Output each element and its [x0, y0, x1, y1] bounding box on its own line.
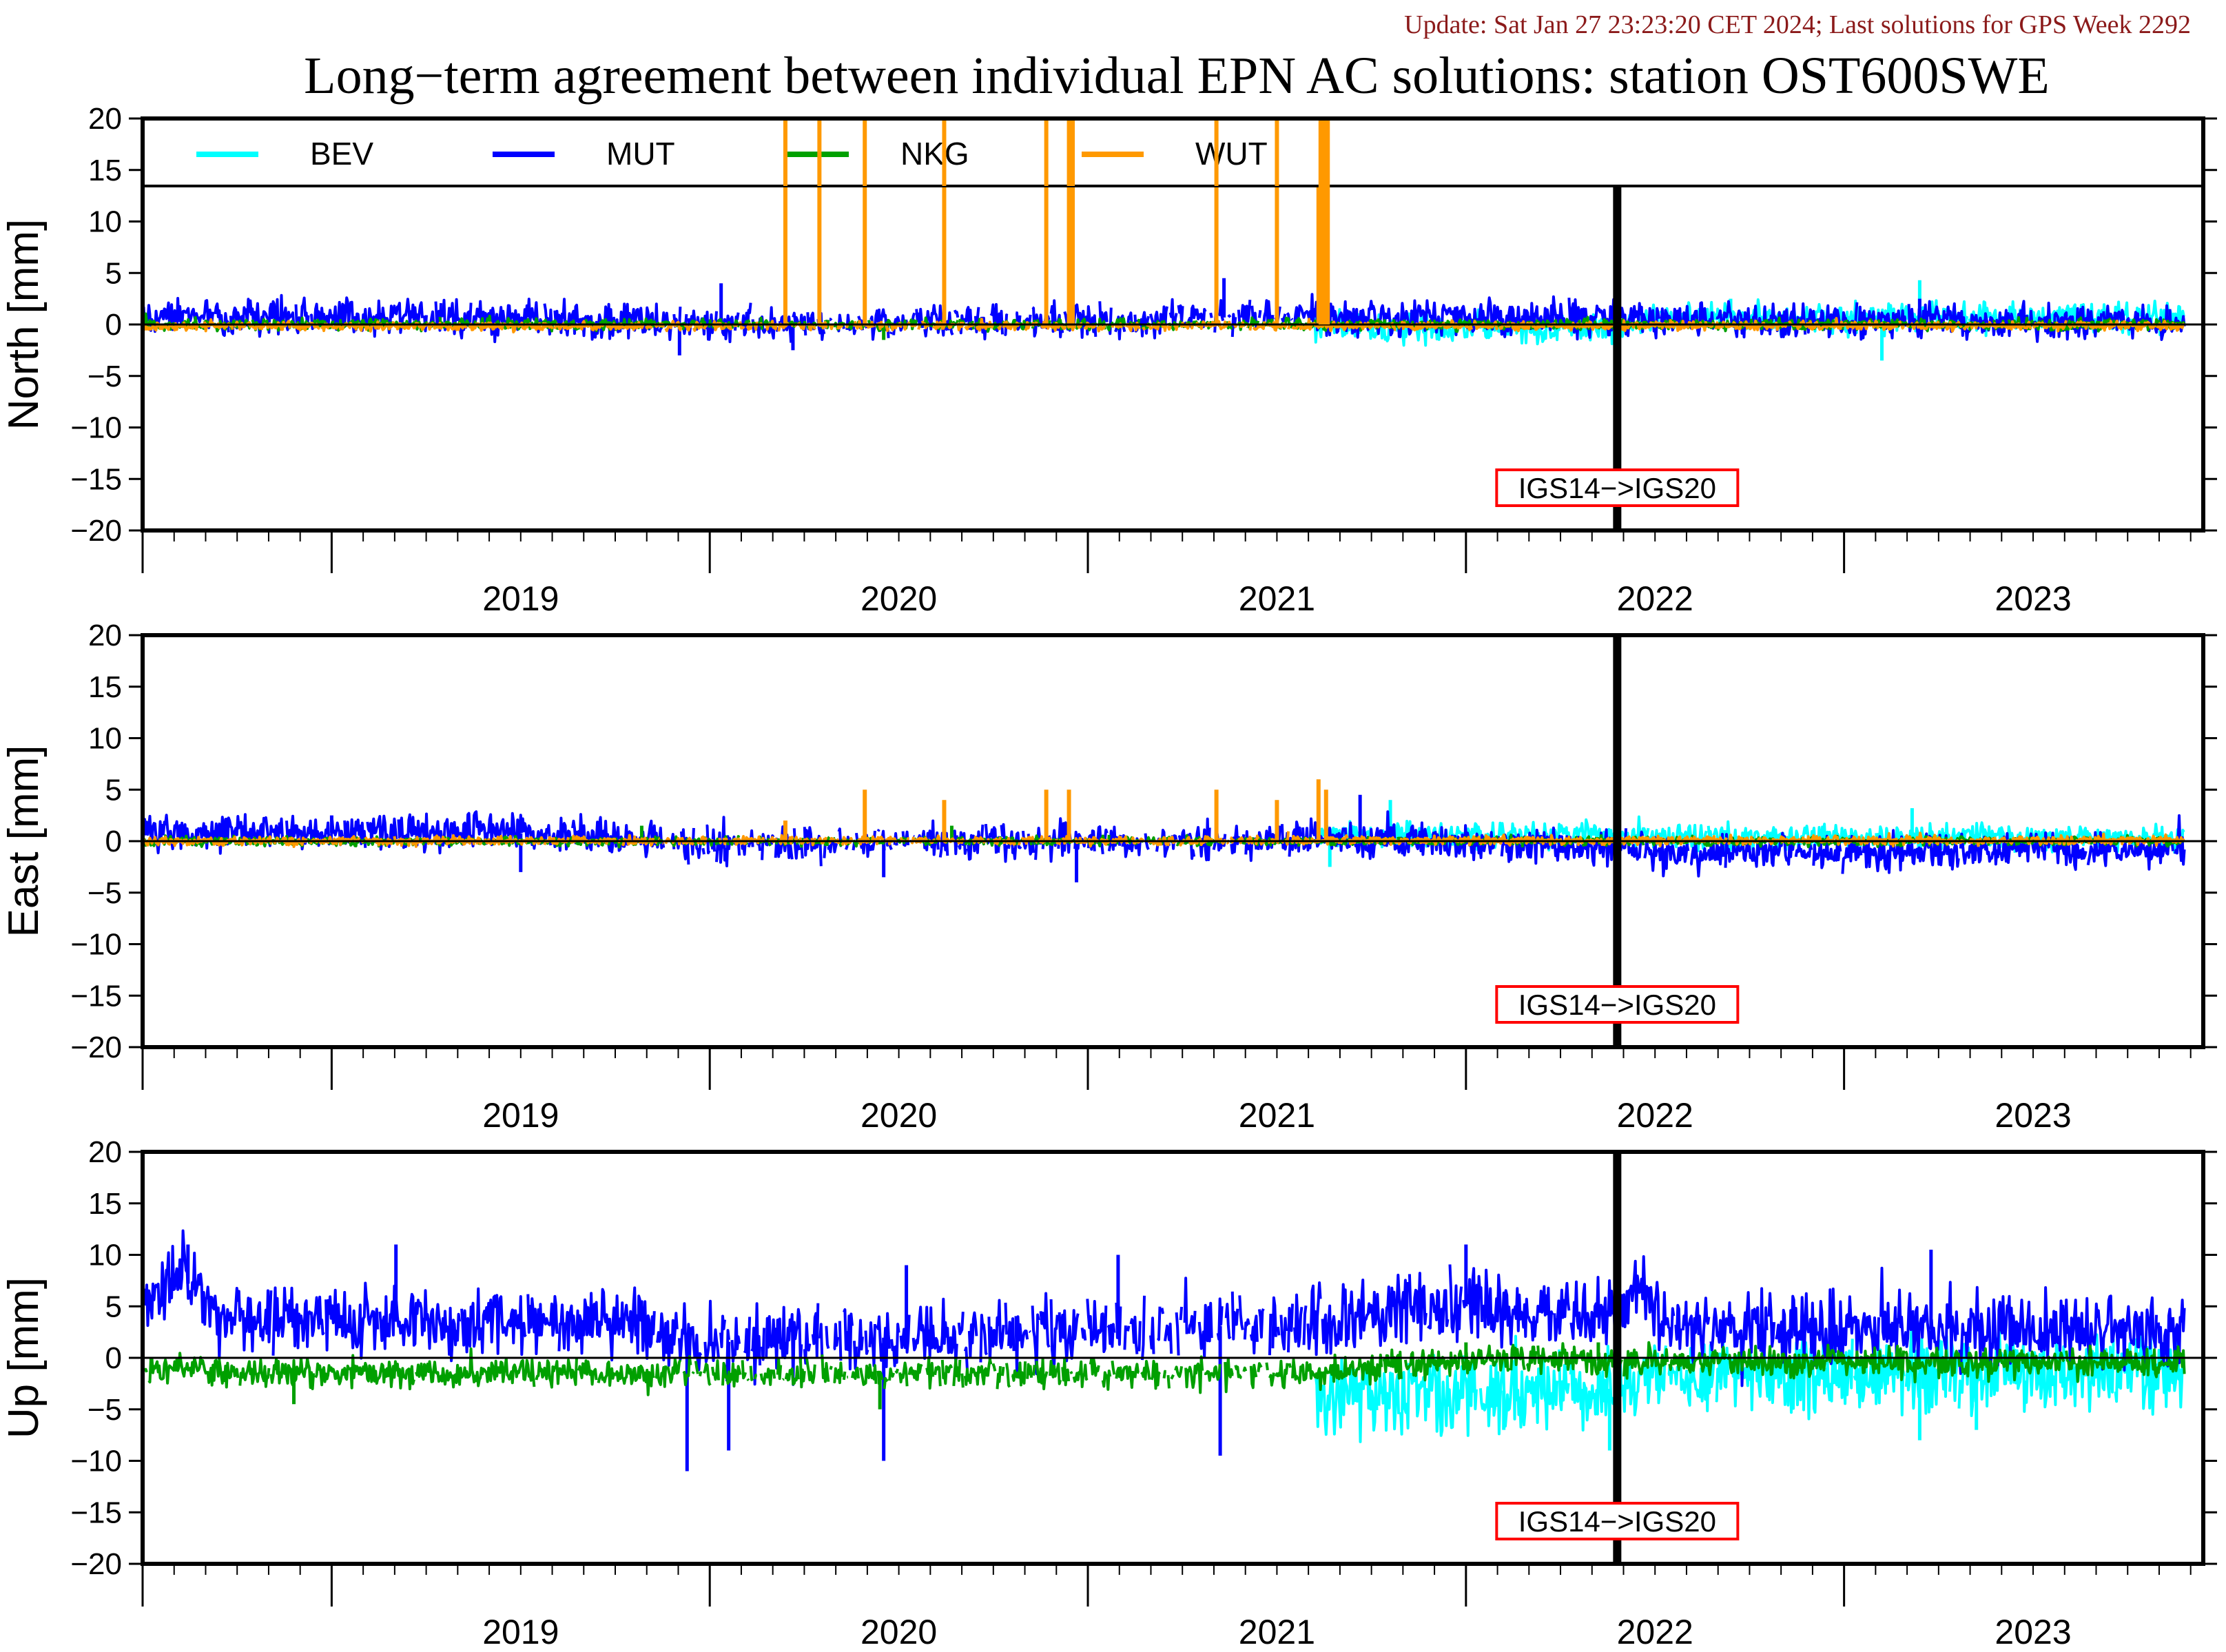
x-tick-label: 2021: [1239, 1096, 1315, 1135]
x-tick-label: 2022: [1617, 1096, 1693, 1135]
y-tick-label: −20: [70, 1031, 122, 1064]
y-tick-label: −5: [87, 360, 122, 393]
x-tick-label: 2020: [860, 579, 937, 618]
x-tick-label: 2019: [482, 1096, 559, 1135]
plot-frame: [141, 1150, 2205, 1566]
x-tick-label: 2021: [1239, 1613, 1315, 1651]
panel-1: East [mm] 20 15 10 5 0 −5 −10 −15 −20 2019 2020 2021…: [0, 619, 2217, 1135]
y-tick-label: 0: [105, 1341, 122, 1375]
y-axis-label: East [mm]: [0, 745, 48, 937]
y-tick-label: −20: [70, 514, 122, 548]
y-tick-label: 10: [88, 1239, 122, 1272]
annotation-label: IGS14−>IGS20: [1518, 1505, 1716, 1538]
frame-change-annotation: IGS14−>IGS20: [1495, 985, 1740, 1024]
panel-0: North [mm] 20 15 10 5 0 −5 −10 −15 −20 2019 2020 202…: [0, 102, 2217, 618]
series-mut: [143, 1229, 2186, 1387]
annotation-label: IGS14−>IGS20: [1518, 472, 1716, 504]
legend-label-bev: BEV: [310, 136, 373, 172]
series-mut: [143, 293, 2186, 344]
legend-label-wut: WUT: [1195, 136, 1268, 172]
x-tick-label: 2021: [1239, 579, 1315, 618]
y-tick-label: 10: [88, 722, 122, 756]
y-axis-label: North [mm]: [0, 219, 48, 431]
x-tick-label: 2023: [1995, 1096, 2071, 1135]
y-tick-label: −10: [70, 1445, 122, 1478]
y-tick-label: 20: [88, 102, 122, 136]
annotation-label: IGS14−>IGS20: [1518, 989, 1716, 1021]
x-tick-label: 2023: [1995, 579, 2071, 618]
y-tick-label: 5: [105, 1290, 122, 1323]
series-layer: [143, 1229, 2186, 1472]
series-layer: [143, 779, 2186, 882]
x-tick-label: 2022: [1617, 579, 1693, 618]
x-tick-label: 2019: [482, 579, 559, 618]
y-tick-label: −5: [87, 1393, 122, 1427]
y-tick-label: 5: [105, 256, 122, 290]
y-tick-label: 10: [88, 205, 122, 239]
y-tick-label: −5: [87, 876, 122, 910]
y-tick-label: −10: [70, 411, 122, 445]
plot-frame: [141, 633, 2205, 1049]
spike-wut: [1318, 118, 1330, 324]
legend-label-nkg: NKG: [900, 136, 969, 172]
x-tick-label: 2022: [1617, 1613, 1693, 1651]
x-tick-label: 2020: [860, 1096, 937, 1135]
x-tick-label: 2020: [860, 1613, 937, 1651]
y-tick-label: 0: [105, 308, 122, 342]
x-tick-label: 2019: [482, 1613, 559, 1651]
plot-frame: [141, 116, 2205, 533]
panel-2: Up [mm] 20 15 10 5 0 −5 −10 −15 −20 2019 2020 2021 20…: [0, 1135, 2217, 1651]
x-tick-label: 2023: [1995, 1613, 2071, 1651]
y-tick-label: 5: [105, 773, 122, 807]
legend-box: [141, 117, 2205, 187]
chart-title: Long−term agreement between individual E…: [304, 47, 2050, 105]
y-tick-label: 15: [88, 670, 122, 704]
y-tick-label: 15: [88, 154, 122, 187]
series-layer: [143, 118, 2186, 361]
y-tick-label: −15: [70, 1496, 122, 1529]
update-text: Update: Sat Jan 27 23:23:20 CET 2024; La…: [1404, 10, 2191, 39]
legend-label-mut: MUT: [606, 136, 675, 172]
y-tick-label: −15: [70, 462, 122, 496]
y-tick-label: −10: [70, 928, 122, 962]
frame-change-annotation: IGS14−>IGS20: [1495, 1502, 1740, 1540]
y-tick-label: −20: [70, 1547, 122, 1581]
y-tick-label: 20: [88, 1135, 122, 1169]
y-tick-label: 20: [88, 619, 122, 652]
y-axis-label: Up [mm]: [0, 1277, 48, 1438]
frame-change-annotation: IGS14−>IGS20: [1495, 468, 1740, 507]
y-tick-label: −15: [70, 979, 122, 1013]
y-tick-label: 15: [88, 1187, 122, 1221]
y-tick-label: 0: [105, 825, 122, 858]
